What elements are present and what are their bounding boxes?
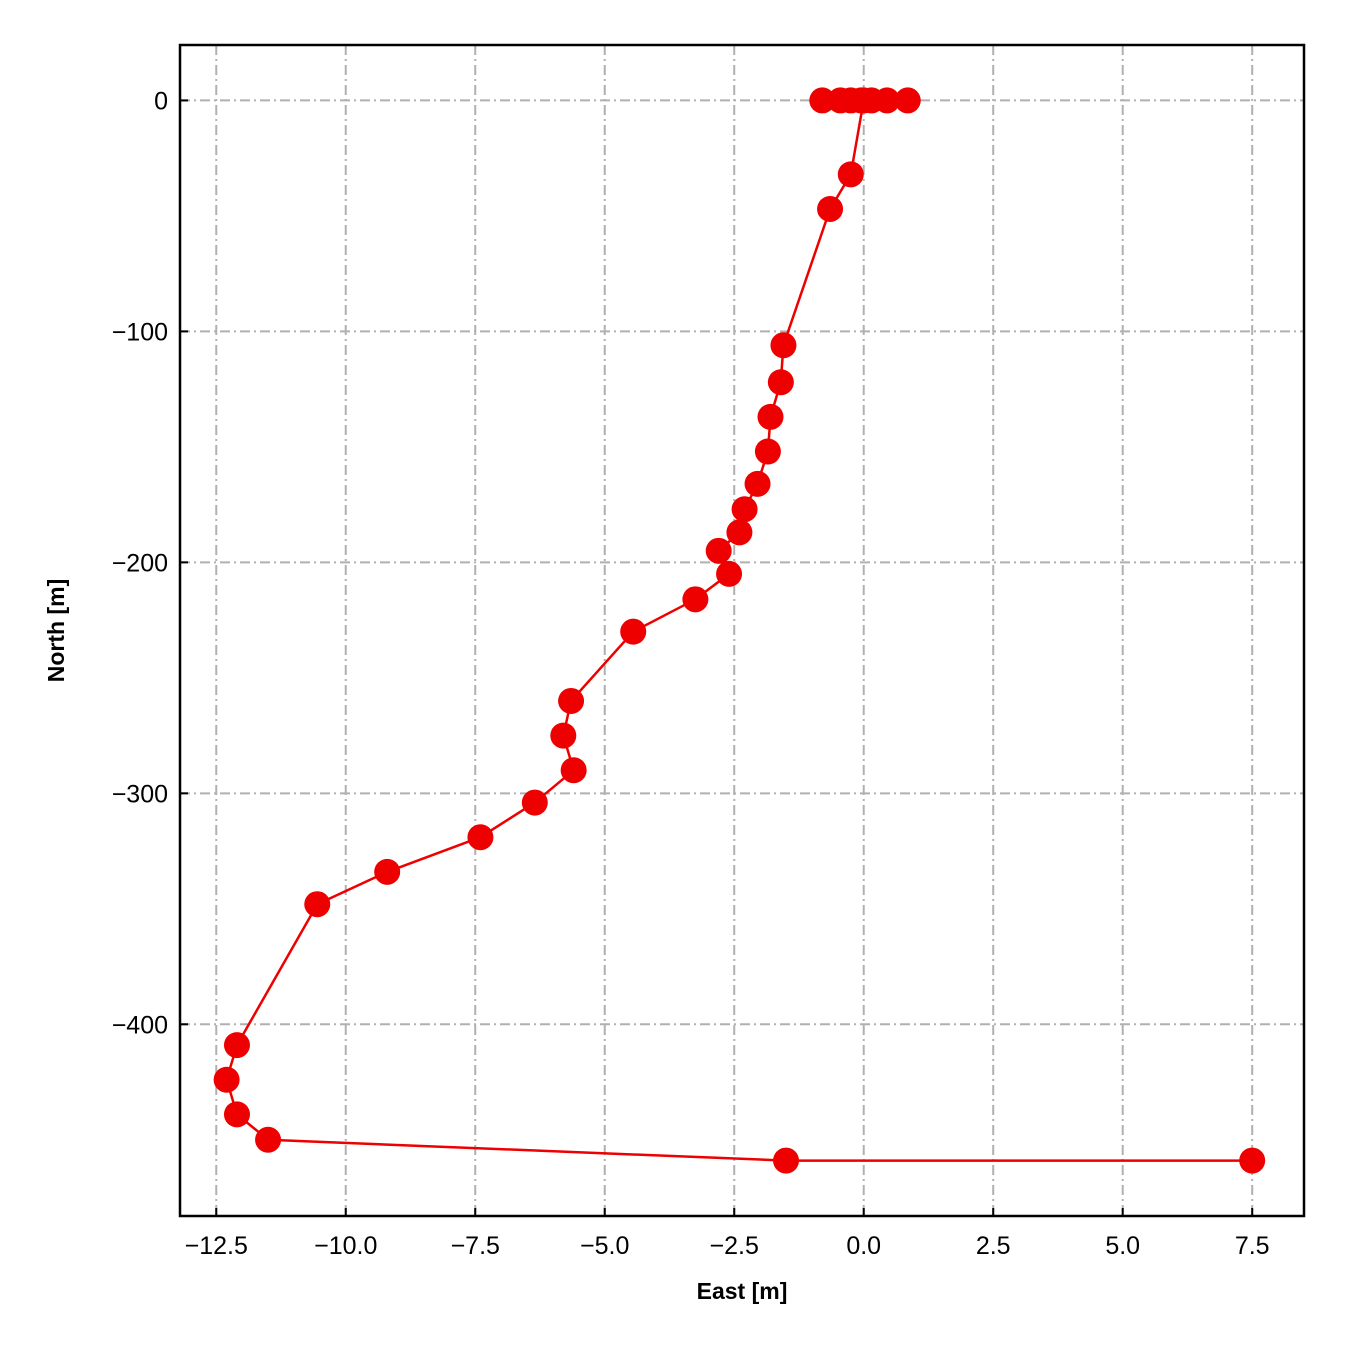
data-point <box>809 87 836 114</box>
x-tick-label: −12.5 <box>185 1232 248 1260</box>
axis-ticks: −12.5 −10.0 −7.5 −5.0 −2.5 0.0 2.5 5.0 7.5 0 −100 −… <box>112 87 1270 1260</box>
data-point <box>716 560 743 587</box>
data-point <box>754 438 781 465</box>
x-tick-label: 5.0 <box>1105 1232 1140 1260</box>
data-point <box>773 1147 800 1174</box>
y-tick-label: 0 <box>154 87 168 115</box>
x-tick-label: 2.5 <box>976 1232 1011 1260</box>
y-axis-label: North [m] <box>43 579 69 682</box>
x-tick-label: −5.0 <box>580 1232 629 1260</box>
data-point <box>1239 1147 1266 1174</box>
x-tick-label: 7.5 <box>1235 1232 1270 1260</box>
x-axis-label: East [m] <box>697 1278 788 1304</box>
data-point <box>770 332 797 359</box>
series-line <box>225 99 1253 1162</box>
data-point <box>767 369 794 396</box>
y-tick-label: −200 <box>112 549 168 577</box>
x-tick-label: −10.0 <box>314 1232 377 1260</box>
data-point <box>620 618 647 645</box>
data-point <box>521 789 548 816</box>
data-point <box>827 87 854 114</box>
plot-frame <box>178 43 1306 1218</box>
data-point <box>744 470 771 497</box>
data-point <box>817 195 844 222</box>
y-tick-label: −400 <box>112 1011 168 1039</box>
data-point <box>304 891 331 918</box>
x-tick-label: −2.5 <box>710 1232 759 1260</box>
data-point <box>550 722 577 749</box>
data-point <box>757 403 784 430</box>
data-point <box>705 537 732 564</box>
data-point <box>731 496 758 523</box>
series <box>213 87 1266 1174</box>
data-point <box>682 586 709 613</box>
data-point <box>213 1066 240 1093</box>
y-tick-label: −100 <box>112 318 168 346</box>
data-point <box>467 824 494 851</box>
data-point <box>850 87 877 114</box>
data-point <box>894 87 921 114</box>
data-point <box>223 1032 250 1059</box>
data-point <box>726 519 753 546</box>
x-tick-label: 0.0 <box>846 1232 881 1260</box>
data-point <box>560 757 587 784</box>
x-tick-label: −7.5 <box>451 1232 500 1260</box>
y-tick-label: −300 <box>112 780 168 808</box>
data-point <box>255 1126 282 1153</box>
data-point <box>374 858 401 885</box>
grid <box>180 45 1304 1216</box>
data-point <box>223 1101 250 1128</box>
data-point <box>837 161 864 188</box>
data-point <box>558 687 585 714</box>
